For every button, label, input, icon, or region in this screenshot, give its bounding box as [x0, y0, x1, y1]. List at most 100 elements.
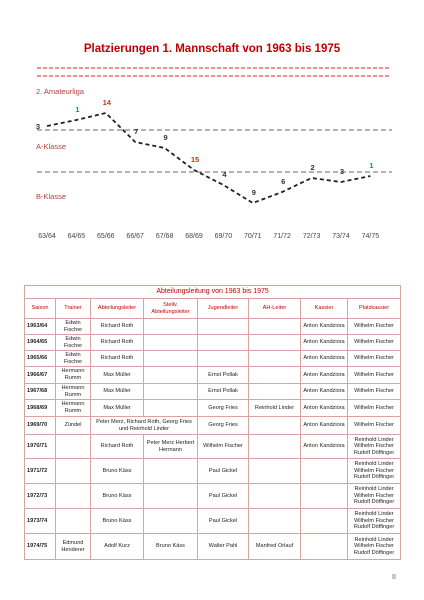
table-cell: Richard Roth	[90, 318, 144, 335]
table-cell: Georg Fries	[197, 416, 249, 435]
place-label: 2	[311, 163, 315, 172]
table-cell	[143, 350, 198, 367]
table-cell	[55, 458, 91, 484]
column-header: Saison	[24, 298, 56, 319]
table-cell: Richard Roth	[90, 334, 144, 351]
table-cell	[143, 334, 198, 351]
table-cell: Wilhelm Fischer	[346, 399, 402, 417]
table-cell: Reinhold Linder Wilhelm Fischer Rudolf D…	[346, 458, 402, 484]
table-row: 1966/67 Hermann Rumm Max Müller Ernst Polla…	[24, 366, 402, 384]
table-cell: Anton Kandziora	[300, 350, 348, 367]
table-cell: Wilhelm Fischer	[346, 416, 402, 435]
place-label: 9	[164, 133, 168, 142]
table-cell: Edwin Fischer	[55, 334, 91, 351]
table-cell	[55, 483, 91, 509]
table-cell: Anton Kandziora	[300, 399, 348, 417]
table-cell: Bruno Käss	[90, 508, 144, 534]
table-cell: Anton Kandziora	[300, 318, 348, 335]
season-cell: 1974/75	[24, 533, 56, 560]
table-cell: Max Müller	[90, 366, 144, 384]
column-header: Platzkassier	[346, 298, 402, 319]
league-label: 2. Amateurliga	[36, 87, 85, 96]
table-cell	[55, 508, 91, 534]
table-cell	[248, 434, 301, 459]
table-cell	[143, 366, 198, 384]
season-cell: 1964/65	[24, 334, 56, 351]
table-cell	[248, 416, 301, 435]
table-cell: Peter Merz Herbert Hermann	[143, 434, 198, 459]
table-cell: Hermann Rumm	[55, 399, 91, 417]
league-label: B-Klasse	[36, 192, 66, 201]
season-label: 73/74	[332, 233, 350, 240]
place-label: 7	[134, 127, 138, 136]
table-cell: Anton Kandziora	[300, 366, 348, 384]
table-row: 1970/71 Richard Roth Peter Merz Herbert He…	[24, 434, 402, 459]
season-label: 71/72	[273, 233, 291, 240]
season-label: 70/71	[244, 233, 262, 240]
table-cell: Edmund Henderer	[55, 533, 91, 560]
table-cell: Wilhelm Fischer	[346, 334, 402, 351]
season-cell: 1963/64	[24, 318, 56, 335]
season-label: 65/66	[97, 233, 115, 240]
season-cell: 1966/67	[24, 366, 56, 384]
table-row: 1973/74 Bruno Käss Paul Gickel Reinhold Lin…	[24, 508, 402, 534]
header-row: Saison Trainer Abteilungsleiter Stellv. Abt…	[24, 298, 402, 319]
table-cell: Richard Roth	[90, 350, 144, 367]
table-cell	[248, 383, 301, 400]
table-cell: Bruno Käss	[143, 533, 198, 560]
title: Platzierungen 1. Mannschaft von 1963 bis…	[84, 43, 341, 55]
table-cell	[143, 383, 198, 400]
season-label: 69/70	[215, 233, 233, 240]
table-title: Abteilungsleitung von 1963 bis 1975	[23, 285, 402, 299]
placement-chart: Platzierungen 1. Mannschaft von 1963 bis…	[36, 43, 392, 240]
table-row: 1974/75 Edmund Henderer Adolf Kurz Bruno Kä…	[24, 533, 402, 560]
table-cell	[300, 483, 348, 509]
season-cell: 1971/72	[24, 458, 56, 484]
table-cell: Reinhold Linder Wilhelm Fischer Rudolf D…	[346, 508, 402, 534]
column-header: Trainer	[55, 298, 91, 319]
table-cell: Wilhelm Fischer	[197, 434, 249, 459]
table-cell	[197, 350, 249, 367]
table-row: 1969/70 Zündel Peter Merz, Richard Roth, G…	[24, 416, 402, 435]
table-cell	[248, 483, 301, 509]
table-cell: Max Müller	[90, 383, 144, 400]
season-cell: 1965/66	[24, 350, 56, 367]
table-cell: Paul Gickel	[197, 483, 249, 509]
table-cell: Walter Pahl	[197, 533, 249, 560]
table-cell	[197, 334, 249, 351]
table-cell: Anton Kandziora	[300, 334, 348, 351]
table-row: 1964/65 Edwin Fischer Richard Roth Anton Ka…	[24, 334, 402, 351]
season-label: 68/69	[185, 233, 203, 240]
season-cell: 1968/69	[24, 399, 56, 417]
board-table: Abteilungsleitung von 1963 bis 1975 Sais…	[23, 285, 402, 560]
column-header: Jugendleiter	[197, 298, 249, 319]
table-cell: Reinhold Linder Wilhelm Fischer Rudolf D…	[346, 434, 402, 459]
table-cell: Ernst Pollak	[197, 366, 249, 384]
table-cell: Manfred Orlauf	[248, 533, 301, 560]
season-label: 63/64	[38, 233, 56, 240]
place-label: 9	[252, 188, 256, 197]
place-label: 3	[36, 122, 40, 131]
season-cell: 1972/73	[24, 483, 56, 509]
table-cell: Richard Roth	[90, 434, 144, 459]
season-label: 74/75	[362, 233, 380, 240]
column-header: Kassier	[300, 298, 348, 319]
table-row: 1971/72 Bruno Käss Paul Gickel Reinhold Lin…	[24, 458, 402, 484]
table-cell: Reinhold Linder	[248, 399, 301, 417]
table-cell: Peter Merz, Richard Roth, Georg Fries un…	[90, 416, 198, 435]
season-label: 66/67	[126, 233, 144, 240]
league-label: A-Klasse	[36, 142, 66, 151]
table-cell	[143, 483, 198, 509]
table-cell	[248, 350, 301, 367]
placement-line	[46, 112, 371, 204]
place-label: 4	[222, 170, 227, 179]
table-cell: Paul Gickel	[197, 458, 249, 484]
place-label: 1	[369, 161, 373, 170]
table-cell	[143, 318, 198, 335]
table-row: 1965/66 Edwin Fischer Richard Roth Anton Ka…	[24, 350, 402, 367]
table-cell	[300, 508, 348, 534]
table-cell	[248, 458, 301, 484]
table-cell	[143, 508, 198, 534]
table-cell	[143, 399, 198, 417]
